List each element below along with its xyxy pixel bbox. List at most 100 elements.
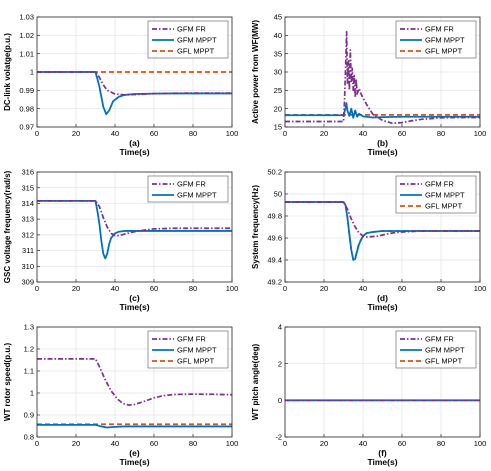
axes-box	[284, 171, 481, 283]
y-tick-label: 313	[21, 215, 34, 224]
y-tick-label: 50.2	[267, 168, 282, 177]
x-tick-label: 40	[111, 129, 119, 138]
legend-label: GFM MPPT	[177, 36, 217, 45]
x-tick-label: 0	[283, 284, 287, 293]
y-tick-label: 1.01	[19, 49, 34, 58]
panel-c: 0 20 40 60 80 100 309 310 311 312 313 314 315 316 GFM …	[3, 168, 238, 312]
y-tick-label: 49.4	[267, 256, 282, 265]
x-tick-label: 40	[359, 129, 367, 138]
axes-box	[36, 16, 233, 128]
x-tick-label: 0	[283, 439, 287, 448]
y-tick-label: 15	[274, 123, 282, 132]
x-axis-label: Time(s)	[367, 457, 397, 467]
y-tick-label: 1	[30, 389, 34, 398]
y-tick-label: 50	[274, 190, 282, 199]
y-tick-label: 315	[21, 183, 34, 192]
x-tick-label: 20	[72, 439, 80, 448]
y-tick-label: 1.03	[19, 13, 34, 22]
y-tick-label: 0	[278, 396, 282, 405]
legend-label: GFM MPPT	[177, 191, 217, 200]
y-axis-label: Active power from WF(MW)	[251, 20, 260, 124]
x-tick-label: 60	[398, 284, 406, 293]
y-tick-label: 35	[274, 49, 282, 58]
x-tick-label: 20	[320, 284, 328, 293]
y-tick-label: 49.8	[267, 212, 282, 221]
x-axis-label: Time(s)	[119, 457, 149, 467]
axes-box	[284, 16, 481, 128]
x-axis-label: Time(s)	[119, 147, 149, 157]
panel-e: 0 20 40 60 80 100 0.8 0.9 1 1.1 1.2 1.3 GFM FR GFM MP…	[3, 323, 238, 467]
x-tick-label: 100	[226, 439, 239, 448]
x-tick-label: 100	[474, 439, 487, 448]
panel-caption: (e)	[129, 448, 140, 458]
y-tick-label: 1.1	[24, 367, 34, 376]
legend-label: GFL MPPT	[425, 357, 463, 366]
series-gfm-mppt	[285, 201, 480, 261]
x-tick-label: 80	[189, 439, 197, 448]
x-tick-label: 0	[35, 284, 39, 293]
series-gfm-mppt	[37, 423, 232, 429]
series-gfm-fr	[285, 201, 480, 238]
y-tick-label: 314	[21, 199, 34, 208]
y-tick-label: 311	[22, 246, 34, 255]
legend: GFM FR GFM MPPT GFL MPPT	[395, 175, 477, 214]
y-tick-label: 40	[274, 31, 282, 40]
y-tick-label: 4	[278, 323, 282, 332]
y-axis-label: WT rotor speed(p.u.)	[3, 343, 12, 422]
x-tick-label: 100	[474, 129, 487, 138]
x-tick-label: 100	[474, 284, 487, 293]
x-axis-label: Time(s)	[119, 302, 149, 312]
x-tick-label: 40	[111, 284, 119, 293]
x-tick-label: 0	[35, 129, 39, 138]
y-axis-label: System frequency(Hz)	[251, 185, 260, 269]
y-tick-label: 30	[274, 68, 282, 77]
y-tick-label: 20	[274, 104, 282, 113]
x-tick-label: 60	[398, 439, 406, 448]
axes-box	[36, 171, 233, 283]
panel-caption: (b)	[377, 138, 388, 148]
x-tick-label: 60	[150, 129, 158, 138]
series-gfm-fr	[285, 30, 480, 125]
legend-label: GFM FR	[177, 25, 206, 34]
y-tick-label: 25	[274, 86, 282, 95]
legend-label: GFL MPPT	[425, 47, 463, 56]
panel-b: 0 20 40 60 80 100 15 20 25 30 35 40 45 GFM FR GFM MPPT…	[251, 13, 486, 157]
y-tick-label: 1.02	[19, 31, 34, 40]
x-tick-label: 60	[150, 439, 158, 448]
legend-label: GFM FR	[425, 335, 454, 344]
legend-label: GFM MPPT	[177, 346, 217, 355]
legend-label: GFM MPPT	[425, 346, 465, 355]
x-tick-label: 20	[72, 284, 80, 293]
series-gfm-fr	[37, 358, 232, 406]
legend-label: GFL MPPT	[177, 47, 215, 56]
legend-label: GFM FR	[425, 25, 454, 34]
panel-caption: (a)	[129, 138, 140, 148]
y-tick-label: 0.99	[19, 86, 34, 95]
x-tick-label: 80	[437, 284, 445, 293]
legend: GFM FR GFM MPPT GFL MPPT	[395, 20, 477, 59]
y-tick-label: 1	[30, 68, 34, 77]
x-tick-label: 60	[150, 284, 158, 293]
legend-label: GFL MPPT	[177, 357, 215, 366]
legend-label: GFM FR	[425, 180, 454, 189]
series-gfm-fr	[37, 71, 232, 96]
y-axis-label: DC-link volatge(p.u.)	[3, 33, 12, 111]
x-axis-label: Time(s)	[367, 302, 397, 312]
y-tick-label: 49.6	[267, 234, 282, 243]
x-tick-label: 80	[437, 129, 445, 138]
x-tick-label: 0	[283, 129, 287, 138]
y-tick-label: 49.2	[267, 278, 282, 287]
y-tick-label: 316	[21, 168, 34, 177]
series-gfm-mppt	[285, 102, 480, 119]
y-axis-label: GSC voltage frequency(rad/s)	[3, 170, 12, 283]
panel-caption: (f)	[378, 448, 387, 458]
x-tick-label: 100	[226, 129, 239, 138]
y-tick-label: 312	[21, 230, 34, 239]
legend: GFM FR GFM MPPT GFL MPPT	[147, 330, 229, 369]
y-tick-label: 0.97	[19, 123, 34, 132]
x-tick-label: 0	[35, 439, 39, 448]
legend-box	[147, 175, 229, 203]
x-tick-label: 80	[437, 439, 445, 448]
